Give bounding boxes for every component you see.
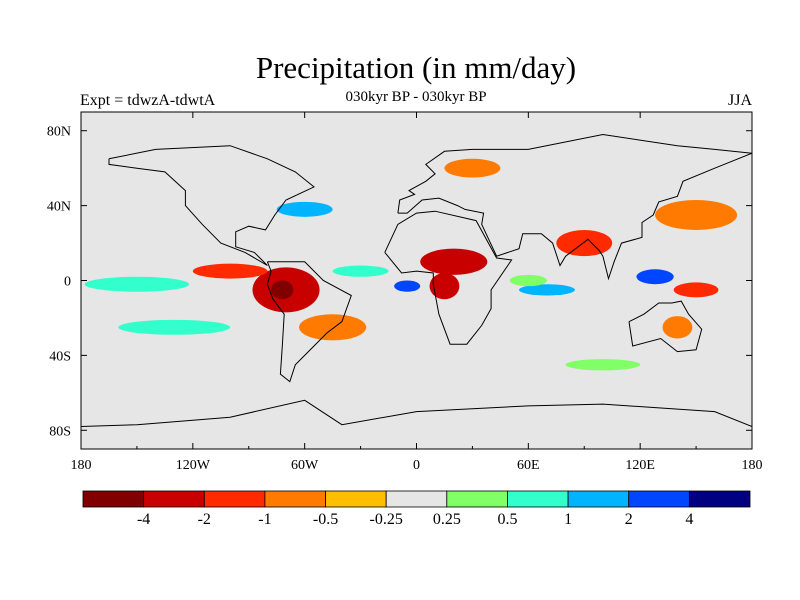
coastline-2 [384,210,513,345]
colorbar-box-7 [507,490,569,508]
x-tick-label-4: 60E [517,458,540,473]
anomaly-region-7 [636,269,674,285]
anomaly-region-2 [192,263,268,279]
anomaly-region-14 [556,229,613,257]
anomaly-region-16 [276,201,333,217]
coastline-0 [108,145,315,266]
experiment-label: Expt = tdwzA-tdwtA [80,92,216,109]
colorbar-box-3 [264,490,326,508]
colorbar-box-1 [143,490,205,508]
x-tick-label-2: 60W [291,458,319,473]
colorbar-label-9: 4 [685,511,693,528]
x-tick-label-3: 0 [413,458,420,473]
colorbar-box-2 [203,490,266,508]
colorbar-label-2: -1 [258,511,271,528]
anomaly-region-18 [509,274,547,287]
colorbar-label-0: -4 [137,511,150,528]
colorbar-box-5 [385,490,448,508]
anomaly-region-8 [84,276,190,292]
anomaly-regions [84,158,738,371]
y-tick-label-2: 0 [64,275,71,290]
anomaly-region-1 [271,280,294,300]
anomaly-region-4 [420,248,488,275]
colorbar-label-6: 0.5 [497,511,517,528]
anomaly-region-19 [565,359,641,371]
y-tick-label-4: 80S [49,424,71,439]
chart-subtitle: 030kyr BP - 030kyr BP [345,89,487,105]
colorbar: -4 -2 -1 -0.5 -0.25 0.25 0.5 1 2 4 [82,490,751,528]
coastline-3 [397,133,752,281]
anomaly-region-10 [673,282,719,298]
anomaly-region-3 [299,314,367,341]
x-tick-label-6: 180 [742,458,763,473]
y-tick-label-3: 40S [49,349,71,364]
anomaly-region-12 [519,284,575,296]
chart-title: Precipitation (in mm/day) [255,50,577,85]
colorbar-label-8: 2 [625,511,633,528]
x-tick-label-1: 120W [176,458,211,473]
colorbar-box-9 [628,490,690,508]
anomaly-region-13 [662,316,693,339]
anomaly-region-5 [429,273,460,300]
y-tick-label-1: 40N [47,200,71,215]
season-label: JJA [727,92,752,109]
coastline-5 [81,399,752,427]
axis-ticks: 180 120W 60W 0 60E 120E 180 80N 40N 0 40S 80S [47,112,763,473]
colorbar-label-4: -0.25 [370,511,403,528]
colorbar-box-4 [325,490,387,508]
coastline-1 [266,261,352,383]
colorbar-label-7: 1 [564,511,572,528]
colorbar-box-10 [688,490,751,508]
colorbar-box-8 [567,490,630,508]
colorbar-label-3: -0.5 [313,511,338,528]
y-tick-label-0: 80N [47,125,71,140]
anomaly-region-11 [118,319,231,335]
coastlines [81,133,752,427]
coastline-4 [628,300,703,353]
anomaly-region-6 [394,280,421,292]
x-tick-label-0: 180 [71,458,92,473]
colorbar-box-0 [82,490,145,508]
anomaly-region-9 [655,199,738,230]
colorbar-label-1: -2 [198,511,211,528]
colorbar-box-6 [446,490,508,508]
anomaly-region-17 [332,265,389,277]
anomaly-region-15 [444,158,501,178]
x-tick-label-5: 120E [625,458,655,473]
colorbar-label-5: 0.25 [433,511,461,528]
